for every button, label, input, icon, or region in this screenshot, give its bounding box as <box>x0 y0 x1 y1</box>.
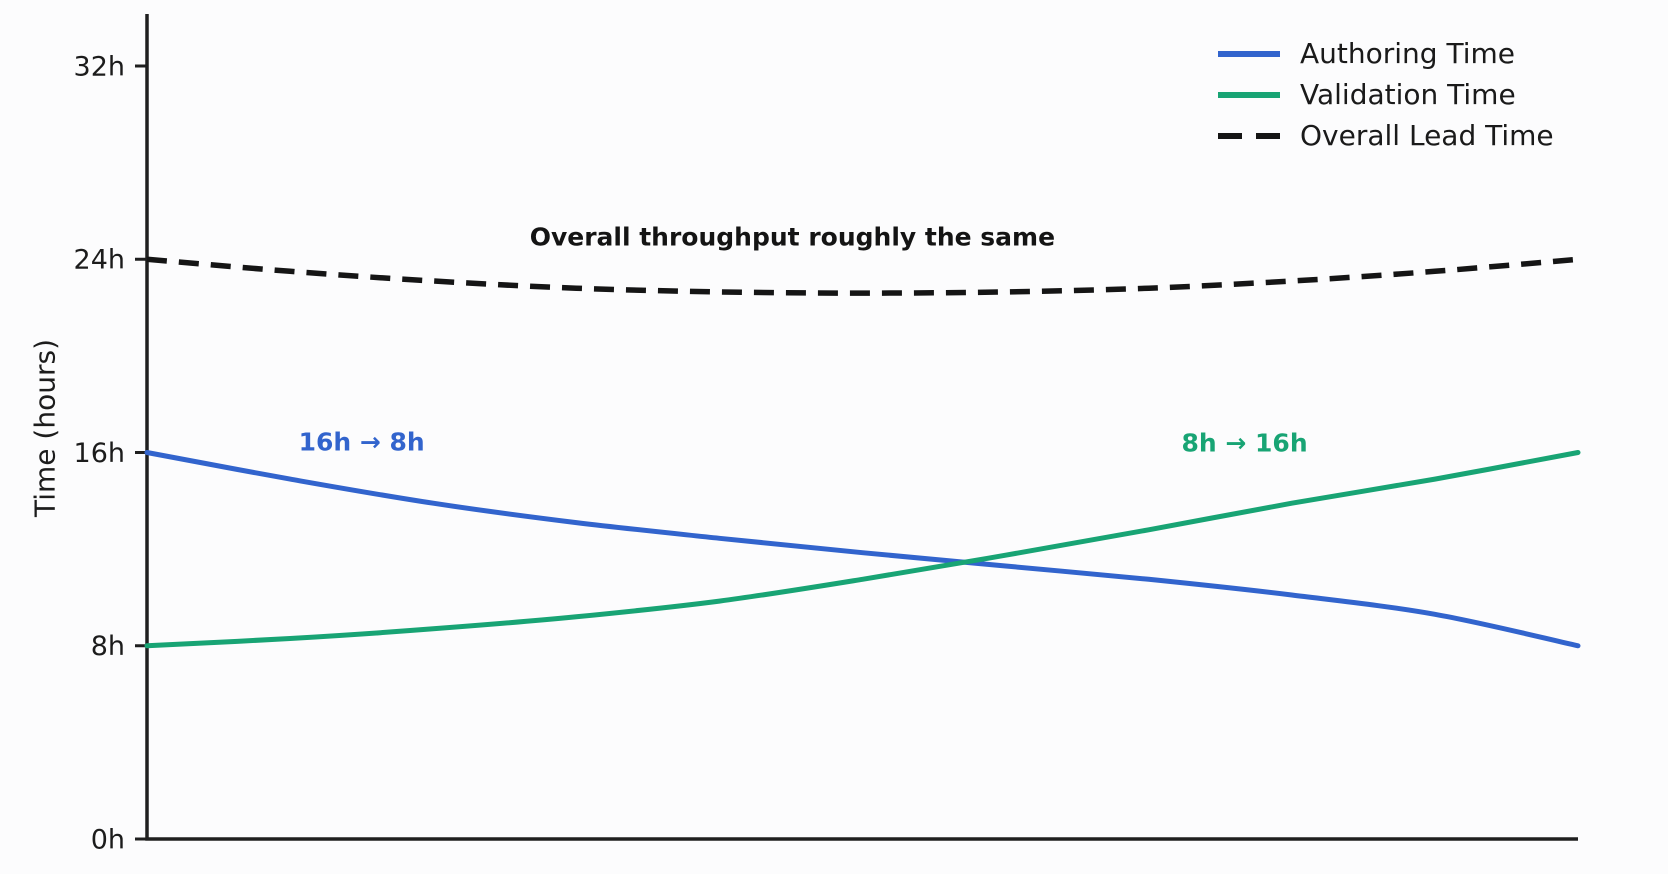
y-tick-label: 32h <box>74 51 125 82</box>
chart-legend: Authoring Time Validation Time Overall Lea… <box>1218 33 1554 156</box>
legend-label-overall-lead-time: Overall Lead Time <box>1300 119 1554 152</box>
legend-item-validation-time: Validation Time <box>1218 74 1554 115</box>
y-tick-label: 16h <box>74 438 125 469</box>
series-line-authoring-time <box>144 450 1581 649</box>
y-tick-label: 8h <box>91 631 125 662</box>
legend-item-overall-lead-time: Overall Lead Time <box>1218 115 1554 156</box>
annotation-validation-change-note: 8h → 16h <box>1181 428 1308 458</box>
y-axis-label: Time (hours) <box>28 339 62 517</box>
annotation-overall-throughput-note: Overall throughput roughly the same <box>529 222 1056 252</box>
y-tick-label: 24h <box>74 245 125 276</box>
legend-line-swatch-overall-lead-time <box>1218 132 1280 139</box>
legend-label-authoring-time: Authoring Time <box>1300 37 1515 70</box>
series-line-validation-time <box>144 450 1581 649</box>
annotation-authoring-change-note: 16h → 8h <box>298 427 425 457</box>
legend-line-swatch-authoring-time <box>1218 50 1280 57</box>
y-tick-label: 0h <box>91 824 125 855</box>
legend-label-validation-time: Validation Time <box>1300 78 1516 111</box>
series-line-overall-lead-time <box>146 256 1579 296</box>
legend-line-swatch-validation-time <box>1218 91 1280 98</box>
legend-item-authoring-time: Authoring Time <box>1218 33 1554 74</box>
